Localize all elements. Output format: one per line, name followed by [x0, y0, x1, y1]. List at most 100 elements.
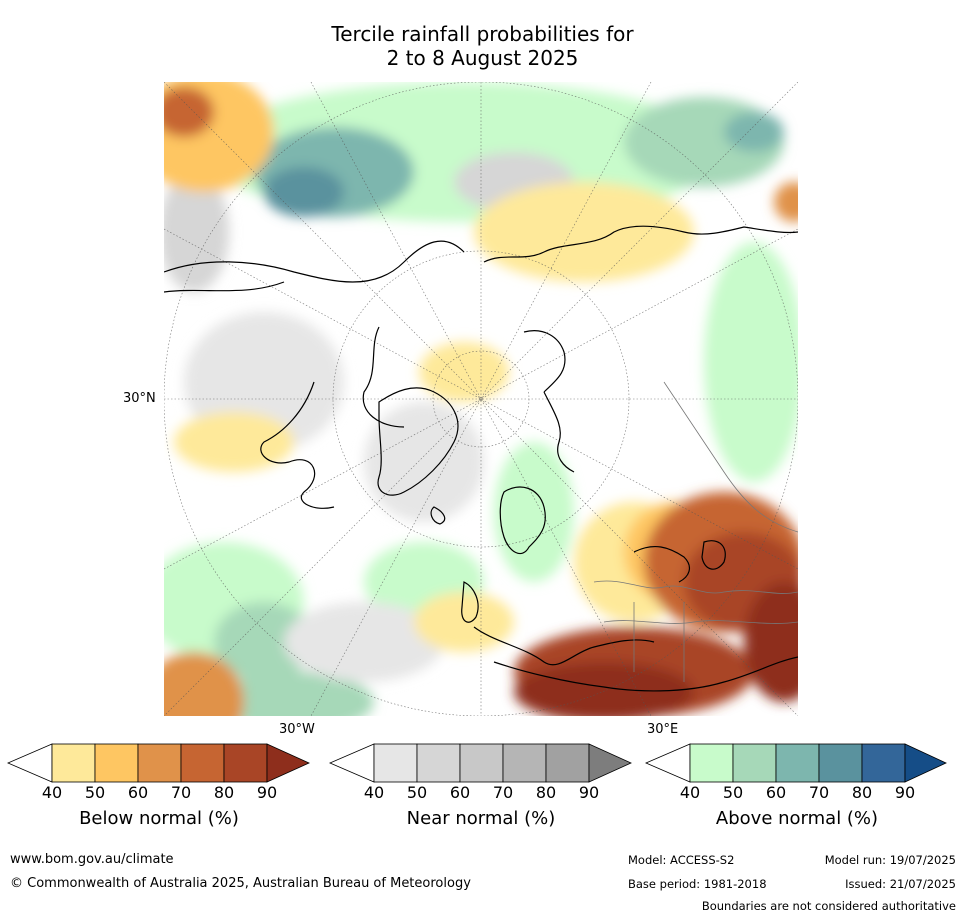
country-boundaries — [593, 381, 798, 682]
cbar-below-seg-5 — [223, 743, 268, 783]
title-line-1: Tercile rainfall probabilities for — [331, 22, 634, 46]
tick-above-50: 50 — [722, 783, 744, 802]
field-above-atlantic-s — [214, 672, 374, 716]
tick-below-70: 70 — [170, 783, 192, 802]
coast-alaska-2 — [164, 281, 285, 293]
issued-text: Issued: 21/07/2025 — [845, 877, 956, 891]
map-svg — [164, 82, 798, 716]
graticule — [164, 82, 798, 716]
field-above-ne-strong — [724, 112, 784, 152]
map-title: Tercile rainfall probabilities for 2 to … — [0, 22, 965, 70]
coast-north-africa — [493, 656, 798, 692]
cbar-above-seg-5 — [861, 743, 906, 783]
tick-above-70: 70 — [808, 783, 830, 802]
tick-near-50: 50 — [406, 783, 428, 802]
field-below-ne-edge — [774, 182, 798, 222]
cbar-above-seg-4 — [818, 743, 863, 783]
tick-below-40: 40 — [41, 783, 63, 802]
tick-below-60: 60 — [127, 783, 149, 802]
website-link[interactable]: www.bom.gov.au/climate — [10, 852, 174, 867]
model-run-text: Model run: 19/07/2025 — [824, 853, 956, 867]
coast-greenland — [377, 387, 459, 496]
meridian-30w — [310, 82, 652, 716]
cbar-below-seg-3 — [137, 743, 182, 783]
field-near-greenland — [364, 402, 484, 522]
field-above-scandinavia — [494, 442, 574, 582]
tick-above-40: 40 — [679, 783, 701, 802]
field-below-pole — [419, 342, 509, 402]
cbar-below-seg-4 — [180, 743, 225, 783]
colorbar-below-title: Below normal (%) — [79, 808, 239, 829]
colorbar-near-title: Near normal (%) — [406, 808, 556, 829]
colorbar-near-svg — [328, 743, 632, 783]
coast-british-isles — [461, 581, 479, 623]
meridian-diag-2 — [164, 82, 798, 716]
cbar-near-seg-1 — [373, 743, 418, 783]
coast-canada-arctic — [260, 381, 335, 509]
tick-below-90: 90 — [256, 783, 278, 802]
cbar-above-seg-3 — [775, 743, 820, 783]
coast-caspian — [701, 540, 726, 570]
cbar-below-seg-2 — [94, 743, 139, 783]
field-below-sahara-strong — [514, 662, 694, 716]
border-2 — [603, 620, 798, 624]
cbar-near-extend-low — [328, 743, 375, 783]
border-3 — [663, 381, 798, 533]
base-period-text: Base period: 1981-2018 — [628, 877, 767, 891]
cbar-near-seg-4 — [502, 743, 547, 783]
cbar-above-seg-1 — [689, 743, 734, 783]
tick-near-70: 70 — [492, 783, 514, 802]
rainfall-probability-map — [164, 82, 798, 716]
field-below-atlantic-e — [414, 592, 514, 652]
cbar-below-extend-low — [6, 743, 53, 783]
coast-canada-islands — [362, 326, 405, 428]
cbar-above-extend-high — [904, 743, 947, 783]
field-near-atlantic — [284, 602, 444, 682]
tick-below-50: 50 — [84, 783, 106, 802]
cbar-near-seg-2 — [416, 743, 461, 783]
disclaimer-text: Boundaries are not considered authoritat… — [701, 899, 956, 913]
colorbar-above-svg — [644, 743, 947, 783]
lon-label-30e: 30°E — [647, 722, 679, 737]
meridian-60w — [164, 228, 798, 570]
tick-below-80: 80 — [213, 783, 235, 802]
tick-near-90: 90 — [578, 783, 600, 802]
colorbar-near-normal — [328, 743, 632, 783]
field-below-siberia — [474, 182, 694, 282]
coast-black-sea — [633, 545, 691, 583]
model-text: Model: ACCESS-S2 — [628, 853, 735, 867]
title-line-2: 2 to 8 August 2025 — [386, 46, 579, 70]
coast-scandinavia — [499, 486, 546, 555]
tick-near-80: 80 — [535, 783, 557, 802]
coast-alaska — [164, 240, 465, 283]
field-below-middle-east — [744, 582, 798, 702]
field-below-sw — [164, 652, 244, 716]
cbar-near-extend-high — [588, 743, 632, 783]
coast-ural — [543, 391, 575, 473]
field-below-nw-strong — [164, 87, 214, 137]
coast-europe-south — [473, 626, 655, 666]
meridian-60e — [164, 228, 798, 570]
lon-label-30w: 30°W — [279, 722, 315, 737]
coast-taymyr — [523, 330, 566, 393]
tick-near-40: 40 — [363, 783, 385, 802]
field-above-strong-2 — [264, 167, 344, 217]
cbar-above-extend-low — [644, 743, 691, 783]
cbar-near-seg-5 — [545, 743, 590, 783]
colorbar-above-title: Above normal (%) — [715, 808, 879, 829]
tick-near-60: 60 — [449, 783, 471, 802]
meridian-30e — [310, 82, 652, 716]
colorbar-below-svg — [6, 743, 310, 783]
lat-label-30n: 30°N — [123, 391, 156, 406]
cbar-below-extend-high — [266, 743, 310, 783]
field-above-asia — [704, 242, 798, 482]
coast-iceland — [430, 506, 446, 525]
tick-above-90: 90 — [894, 783, 916, 802]
coast-siberia — [483, 225, 798, 263]
field-above-atlantic-sw-2 — [214, 602, 314, 682]
colorbar-below-normal — [6, 743, 310, 783]
cbar-near-seg-3 — [459, 743, 504, 783]
cbar-below-seg-1 — [51, 743, 96, 783]
tick-above-80: 80 — [851, 783, 873, 802]
border-1 — [593, 580, 798, 594]
